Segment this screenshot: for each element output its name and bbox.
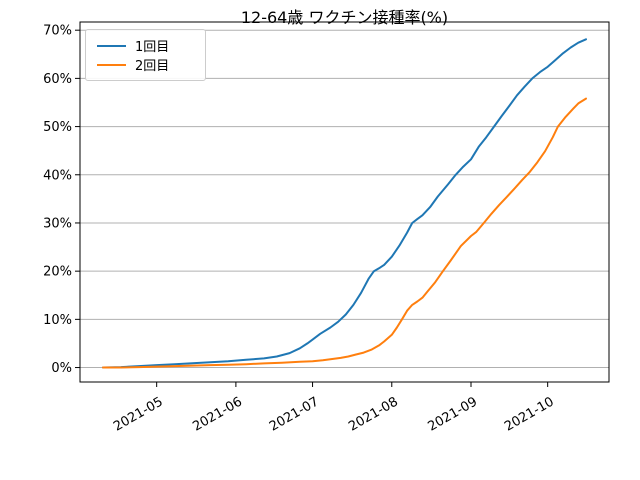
x-tick-label: 2021-05 bbox=[111, 394, 166, 434]
x-tick-label: 2021-06 bbox=[190, 394, 245, 434]
y-tick-label: 70% bbox=[43, 24, 72, 39]
dose1-line-swatch bbox=[97, 44, 126, 47]
y-tick-label: 40% bbox=[43, 168, 72, 183]
x-tick-label: 2021-09 bbox=[425, 394, 480, 434]
x-tick-label: 2021-10 bbox=[502, 394, 557, 434]
legend-item-dose1: 1回目 bbox=[97, 36, 195, 55]
legend: 1回目 2回目 bbox=[85, 29, 206, 81]
legend-label-dose1: 1回目 bbox=[135, 40, 170, 55]
x-tick-label: 2021-08 bbox=[346, 394, 401, 434]
legend-item-dose2: 2回目 bbox=[97, 55, 195, 74]
series-line-0 bbox=[102, 38, 587, 369]
axes-spines bbox=[79, 21, 610, 383]
x-tick-label: 2021-07 bbox=[267, 394, 322, 434]
y-tick-label: 30% bbox=[43, 216, 72, 231]
y-tick-label: 0% bbox=[51, 361, 72, 376]
y-tick-label: 50% bbox=[43, 120, 72, 135]
dose2-line-swatch bbox=[97, 63, 126, 66]
series-line-1 bbox=[102, 97, 587, 369]
legend-label-dose2: 2回目 bbox=[135, 59, 170, 74]
y-tick-label: 20% bbox=[43, 265, 72, 280]
y-tick-label: 10% bbox=[43, 313, 72, 328]
y-tick-label: 60% bbox=[43, 72, 72, 87]
